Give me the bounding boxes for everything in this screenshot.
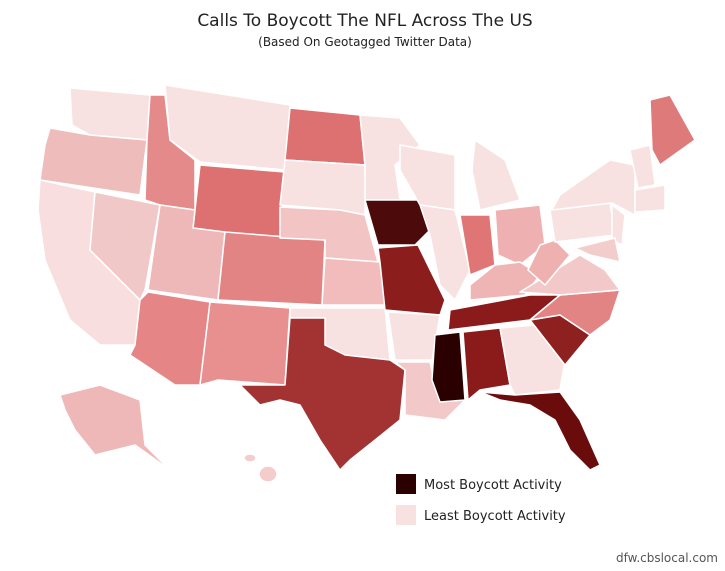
state-la — [394, 361, 466, 421]
state-co — [217, 231, 326, 306]
state-oh — [494, 204, 546, 266]
state-or — [39, 127, 148, 196]
state-wy — [192, 164, 286, 241]
state-ar — [387, 311, 441, 361]
state-me — [649, 94, 696, 166]
state-mi — [471, 139, 521, 211]
legend-swatch-least — [396, 505, 416, 525]
legend-swatch-most — [396, 474, 416, 494]
state-fl — [479, 391, 601, 471]
state-vt-nh — [629, 144, 656, 189]
us-states — [37, 84, 696, 483]
watermark-box — [600, 548, 722, 568]
state-ak — [59, 384, 171, 471]
state-il — [419, 204, 471, 301]
state-ny — [551, 159, 636, 216]
state-wv — [527, 239, 571, 286]
legend-label: Most Boycott Activity — [424, 478, 562, 493]
state-md-de — [574, 237, 621, 263]
state-ma-ct-ri — [634, 184, 666, 213]
map-title: Calls To Boycott The NFL Across The US — [197, 11, 532, 31]
state-sd — [279, 159, 366, 216]
state-mt — [164, 84, 291, 171]
state-hi-islands — [243, 453, 257, 463]
state-ms — [431, 331, 466, 403]
state-nj — [611, 204, 626, 246]
legend-label: Least Boycott Activity — [424, 509, 566, 524]
map-subtitle: (Based On Geotagged Twitter Data) — [258, 35, 472, 49]
state-nm — [199, 301, 291, 386]
state-tx — [239, 317, 406, 471]
state-mn — [359, 114, 421, 201]
state-nv — [89, 191, 161, 301]
watermark: dfw.cbslocal.com — [616, 551, 718, 565]
state-nd — [284, 107, 366, 166]
state-hi — [258, 465, 278, 483]
state-ia — [364, 199, 431, 246]
state-ks — [321, 257, 386, 306]
state-al — [462, 327, 511, 401]
